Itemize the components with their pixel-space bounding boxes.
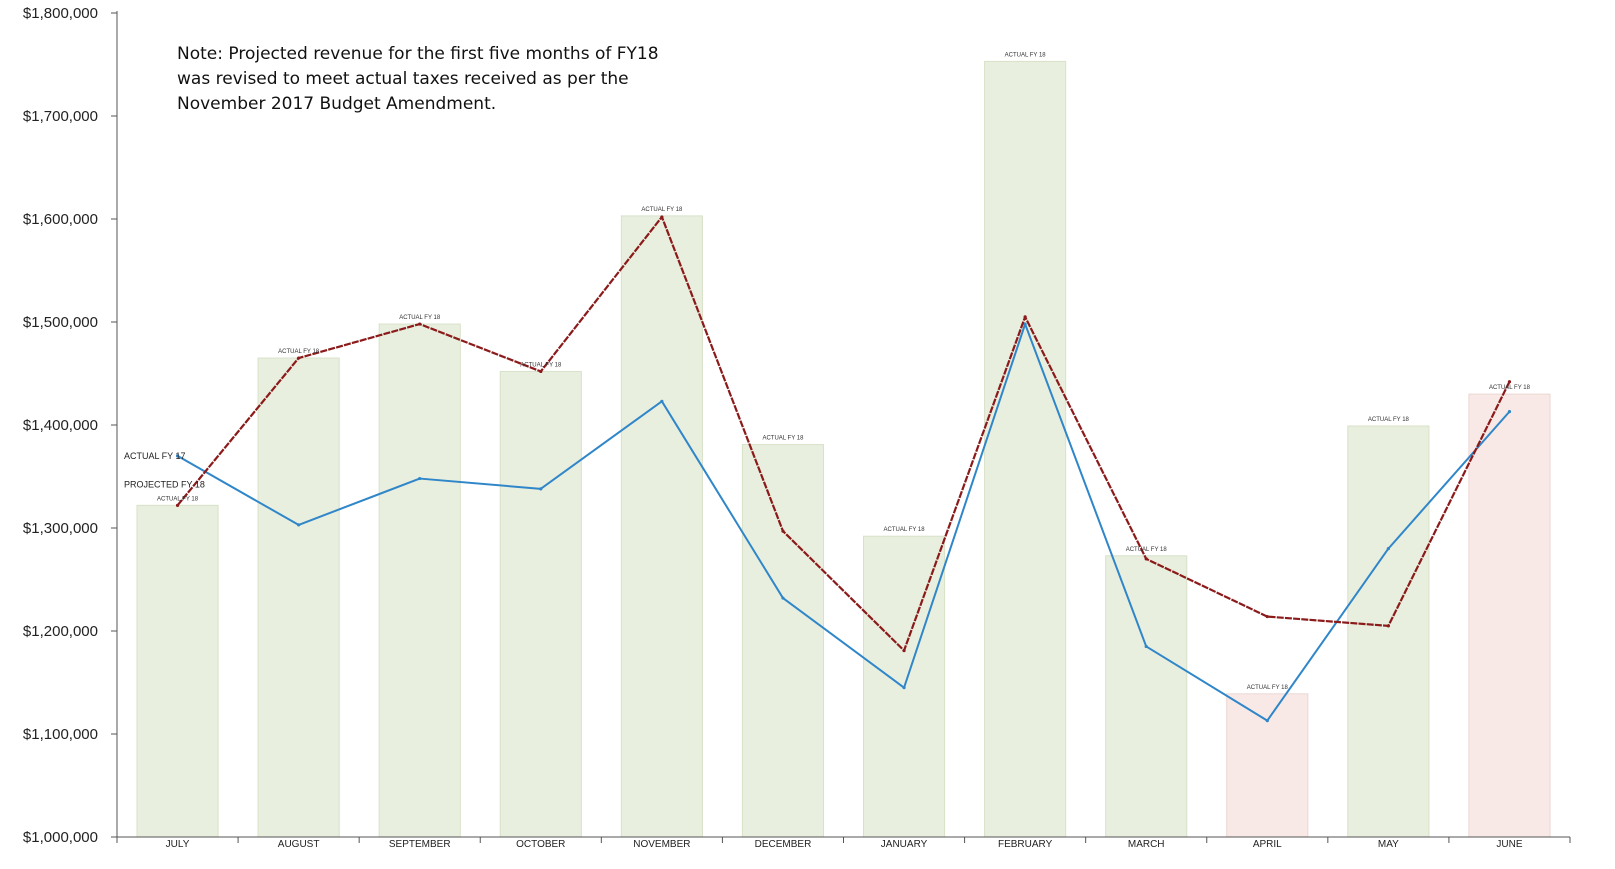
bars-layer <box>136 60 1551 838</box>
note-line-2: was revised to meet actual taxes receive… <box>177 69 629 89</box>
bar-label-june: ACTUAL FY 18 <box>1489 385 1531 391</box>
line-actual-fy-17 <box>177 323 1511 722</box>
point-projected-fy-18 <box>418 322 422 326</box>
point-actual-fy-17 <box>1023 322 1027 326</box>
x-tick-label-april: APRIL <box>1253 839 1282 850</box>
bar-label-april: ACTUAL FY 18 <box>1247 685 1289 691</box>
x-tick-label-november: NOVEMBER <box>633 839 690 850</box>
point-actual-fy-17 <box>1507 410 1512 414</box>
x-tick-label-may: MAY <box>1378 839 1399 850</box>
point-actual-fy-17 <box>175 454 180 458</box>
bar-october <box>499 370 582 838</box>
bar-july <box>136 504 219 838</box>
bar-may <box>1347 425 1430 838</box>
point-projected-fy-18 <box>660 215 664 219</box>
point-projected-fy-18 <box>175 503 180 507</box>
x-tick-label-december: DECEMBER <box>755 839 812 850</box>
x-tick-label-july: JULY <box>166 839 190 850</box>
x-tick-label-october: OCTOBER <box>516 839 565 850</box>
lines-layer <box>175 215 1512 723</box>
y-tick-label: $1,500,000 <box>23 314 98 331</box>
y-tick-label: $1,700,000 <box>23 108 98 125</box>
x-tick-label-june: JUNE <box>1496 839 1522 850</box>
point-actual-fy-17 <box>781 596 785 600</box>
y-tick-label: $1,100,000 <box>23 726 98 743</box>
point-actual-fy-17 <box>418 476 422 481</box>
point-actual-fy-17 <box>297 523 301 527</box>
y-tick-label: $1,000,000 <box>23 829 98 846</box>
point-projected-fy-18 <box>297 356 301 360</box>
bar-label-november: ACTUAL FY 18 <box>641 207 683 213</box>
bar-label-july: ACTUAL FY 18 <box>157 496 199 502</box>
bar-label-october: ACTUAL FY 18 <box>520 362 562 368</box>
chart-note: Note: Projected revenue for the first fi… <box>177 42 697 117</box>
bar-april <box>1226 693 1309 838</box>
y-tick-label: $1,600,000 <box>23 211 98 228</box>
bar-label-march: ACTUAL FY 18 <box>1126 547 1168 553</box>
bar-march <box>1105 555 1188 838</box>
bar-label-september: ACTUAL FY 18 <box>399 315 441 321</box>
labels-layer: ACTUAL FY 18 ACTUAL FY 18 ACTUAL FY 18 ACTU… <box>124 52 1531 690</box>
point-projected-fy-18 <box>1144 557 1148 561</box>
bar-september <box>378 323 461 838</box>
point-projected-fy-18 <box>1265 614 1269 619</box>
bar-label-january: ACTUAL FY 18 <box>884 527 926 533</box>
x-tick-label-september: SEPTEMBER <box>389 839 451 850</box>
point-projected-fy-18 <box>781 529 785 533</box>
point-projected-fy-18 <box>902 648 906 653</box>
note-line-3: November 2017 Budget Amendment. <box>177 94 497 114</box>
point-actual-fy-17 <box>660 399 664 403</box>
point-projected-fy-18 <box>539 369 543 374</box>
series-label-projected-fy-18: PROJECTED FY 18 <box>124 479 205 489</box>
note-line-1: Note: Projected revenue for the first fi… <box>177 44 659 64</box>
point-projected-fy-18 <box>1386 624 1390 628</box>
bar-label-may: ACTUAL FY 18 <box>1368 417 1410 423</box>
point-actual-fy-17 <box>902 686 906 690</box>
y-tick-label: $1,400,000 <box>23 417 98 434</box>
x-tick-label-august: AUGUST <box>278 839 320 850</box>
line-projected-fy-18 <box>176 215 1511 652</box>
point-actual-fy-17 <box>1144 644 1148 649</box>
bar-label-december: ACTUAL FY 18 <box>762 436 804 442</box>
bar-june <box>1468 393 1551 838</box>
bar-august <box>257 357 340 838</box>
y-tick-label: $1,300,000 <box>23 520 98 537</box>
y-tick-label: $1,200,000 <box>23 623 98 640</box>
point-projected-fy-18 <box>1023 315 1027 319</box>
point-actual-fy-17 <box>1265 719 1269 723</box>
x-tick-label-march: MARCH <box>1128 839 1165 850</box>
series-label-actual-fy-17: ACTUAL FY 17 <box>124 451 186 461</box>
bar-label-august: ACTUAL FY 18 <box>278 349 320 355</box>
bar-november <box>620 215 703 838</box>
bar-december <box>741 444 825 838</box>
point-actual-fy-17 <box>539 487 543 491</box>
x-tick-label-february: FEBRUARY <box>998 839 1053 850</box>
bar-label-february: ACTUAL FY 18 <box>1005 52 1047 58</box>
axes-layer: $1,000,000 $1,100,000 $1,200,000 $1,300,000… <box>23 5 1571 850</box>
x-tick-label-january: JANUARY <box>881 839 928 850</box>
point-actual-fy-17 <box>1386 547 1390 551</box>
point-projected-fy-18 <box>1507 380 1512 384</box>
y-tick-label: $1,800,000 <box>23 5 98 22</box>
bar-february <box>984 60 1067 838</box>
